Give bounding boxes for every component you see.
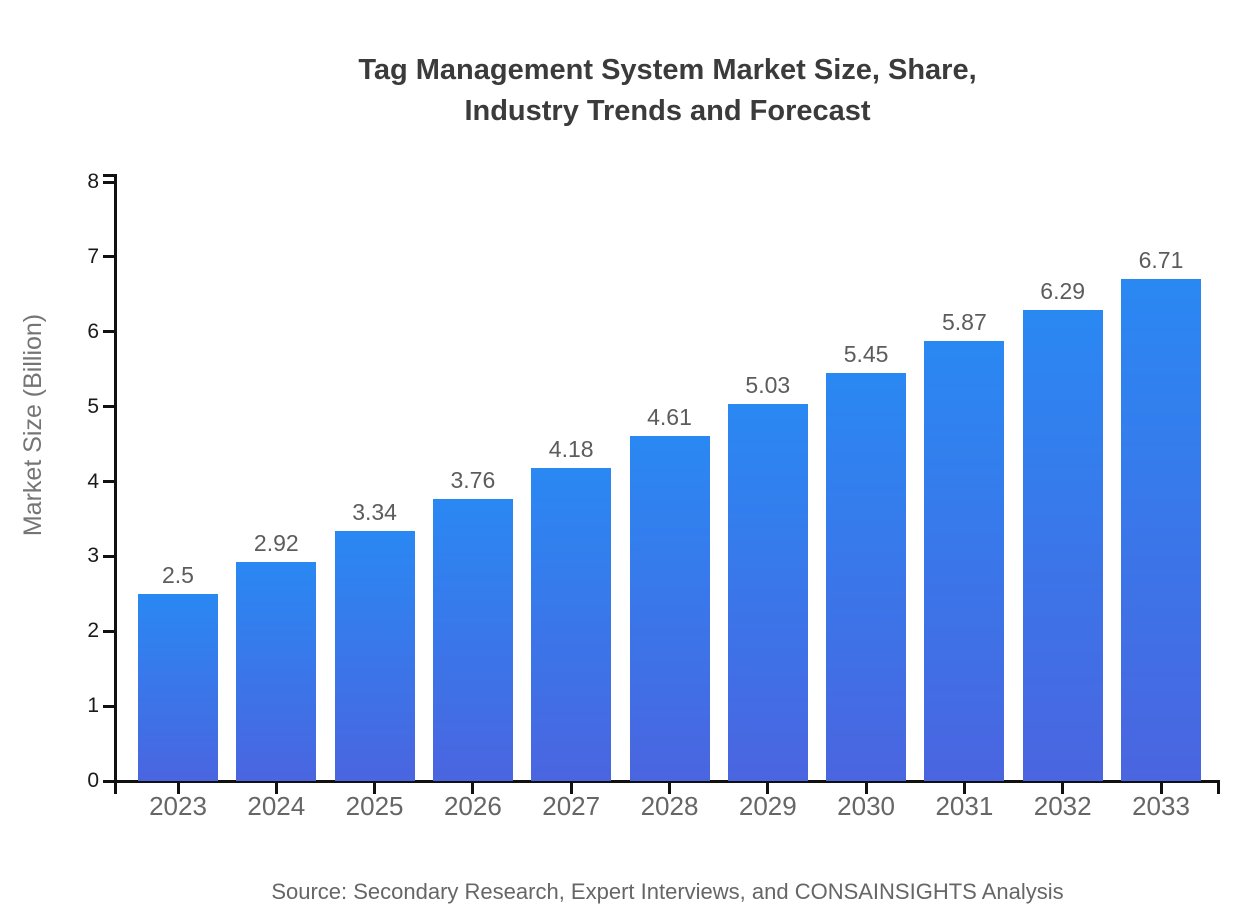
y-tick	[103, 629, 115, 633]
chart-title: Tag Management System Market Size, Share…	[115, 50, 1220, 132]
bar-value-label: 5.45	[843, 340, 889, 367]
bar-value-label: 3.76	[450, 467, 496, 494]
bar-value-label: 2.92	[253, 530, 299, 557]
x-tick-label: 2032	[1033, 791, 1092, 821]
y-axis-cap-tick	[103, 174, 115, 177]
x-axis-end-tick	[1217, 780, 1220, 794]
x-tick	[176, 781, 180, 794]
x-tick	[274, 781, 278, 794]
y-tick-label: 2	[87, 619, 99, 643]
bar	[531, 468, 612, 781]
x-tick-label: 2031	[935, 791, 994, 821]
y-tick	[103, 330, 115, 334]
y-axis-line	[114, 174, 117, 794]
x-tick	[373, 781, 377, 794]
y-tick	[103, 480, 115, 483]
y-tick	[103, 180, 115, 184]
bar-value-label: 5.03	[745, 372, 791, 399]
bar	[236, 562, 317, 781]
bar	[1121, 278, 1201, 781]
bar	[629, 435, 710, 781]
y-tick-label: 0	[87, 769, 99, 792]
bar-value-label: 5.87	[942, 309, 987, 336]
y-tick	[103, 779, 115, 783]
x-tick-label: 2033	[1132, 791, 1190, 821]
bar-value-label: 2.5	[162, 561, 194, 588]
y-tick	[103, 554, 115, 558]
source-note: Source: Secondary Research, Expert Inter…	[271, 879, 1064, 904]
y-tick-label: 3	[87, 544, 99, 568]
bar-value-label: 4.18	[548, 436, 594, 463]
bar	[727, 404, 808, 781]
bar	[924, 341, 1005, 781]
x-tick	[471, 781, 475, 794]
x-axis-line	[114, 780, 1220, 783]
x-tick-label: 2026	[443, 791, 502, 821]
chart-title-line2: Industry Trends and Forecast	[464, 95, 871, 127]
y-tick	[103, 704, 115, 708]
x-tick-label: 2030	[837, 791, 896, 821]
y-tick-label: 8	[87, 170, 99, 193]
y-tick	[103, 255, 115, 259]
bar	[826, 372, 907, 781]
x-tick	[1159, 781, 1163, 794]
x-tick	[962, 781, 966, 794]
bar	[1022, 310, 1103, 781]
x-tick	[864, 781, 868, 794]
bar	[138, 593, 218, 781]
y-tick-label: 4	[87, 469, 99, 493]
x-tick-label: 2029	[738, 791, 797, 821]
x-tick-label: 2027	[542, 791, 601, 821]
bar	[432, 499, 513, 781]
y-tick-label: 6	[87, 319, 99, 343]
bar-value-label: 4.61	[647, 403, 692, 430]
y-tick	[103, 405, 115, 409]
x-tick	[569, 781, 573, 794]
x-tick-label: 2023	[149, 791, 207, 821]
x-tick-label: 2024	[247, 791, 306, 821]
bar-value-label: 6.29	[1040, 278, 1086, 305]
x-tick-label: 2025	[345, 791, 404, 821]
chart-title-line1: Tag Management System Market Size, Share…	[358, 54, 977, 86]
x-tick-label: 2028	[640, 791, 699, 821]
x-tick	[766, 781, 770, 794]
bar-value-label: 6.71	[1138, 246, 1184, 273]
x-tick	[668, 781, 671, 794]
y-tick-label: 1	[87, 694, 99, 718]
y-tick-label: 7	[87, 244, 99, 268]
bar	[334, 530, 415, 781]
bar-value-label: 3.34	[352, 498, 397, 525]
y-tick-label: 5	[87, 394, 99, 418]
x-tick	[1061, 781, 1065, 794]
